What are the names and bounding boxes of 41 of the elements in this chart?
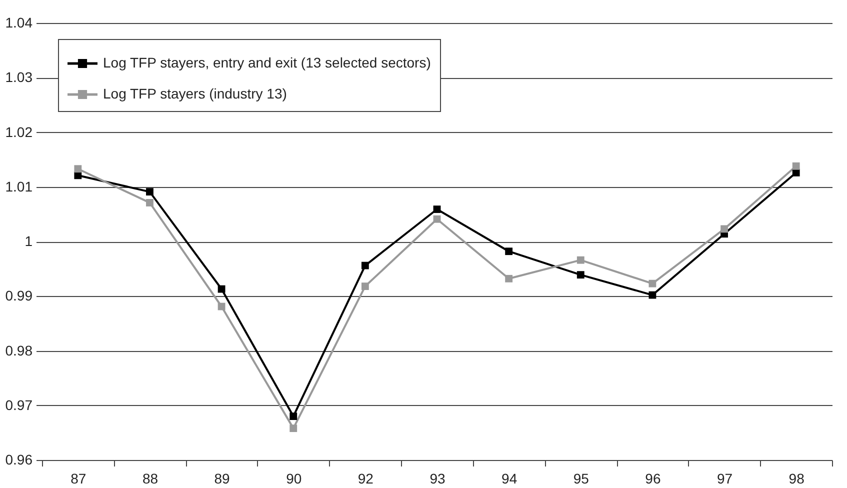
x-tick-label: 96 bbox=[645, 470, 661, 486]
x-tick-label: 94 bbox=[502, 470, 518, 486]
x-tick-label: 89 bbox=[214, 470, 230, 486]
point bbox=[146, 199, 154, 206]
y-tick-label: 0.99 bbox=[5, 288, 33, 304]
y-tick-label: 1.01 bbox=[5, 178, 33, 194]
x-tick-label: 95 bbox=[573, 470, 590, 486]
point bbox=[648, 291, 656, 299]
point bbox=[146, 188, 154, 196]
point bbox=[361, 282, 369, 290]
point bbox=[290, 424, 298, 432]
point bbox=[648, 280, 656, 288]
y-tick-label: 0.98 bbox=[5, 342, 33, 358]
x-tick-label: 87 bbox=[70, 470, 86, 486]
point bbox=[74, 165, 82, 173]
y-tick-label: 1.04 bbox=[5, 14, 33, 30]
x-tick-label: 97 bbox=[716, 470, 733, 486]
legend-label: Log TFP stayers, entry and exit (13 selected sectors) bbox=[103, 54, 431, 70]
point bbox=[433, 215, 441, 223]
point bbox=[218, 302, 226, 310]
legend-label: Log TFP stayers (industry 13) bbox=[103, 86, 287, 102]
x-tick-label: 88 bbox=[142, 470, 158, 486]
point bbox=[792, 162, 800, 170]
y-tick-label: 1 bbox=[24, 233, 33, 249]
x-tick-label: 92 bbox=[358, 470, 374, 486]
y-tick-label: 0.97 bbox=[5, 396, 33, 413]
point bbox=[720, 225, 728, 233]
y-tick-label: 1.03 bbox=[5, 69, 33, 86]
point bbox=[505, 274, 513, 282]
point bbox=[505, 248, 513, 256]
point bbox=[361, 262, 369, 270]
y-tick-label: 1.02 bbox=[5, 124, 33, 140]
x-tick-label: 93 bbox=[430, 470, 446, 486]
x-tick-label: 98 bbox=[788, 470, 805, 486]
point bbox=[290, 412, 298, 420]
x-tick-label: 90 bbox=[286, 470, 302, 486]
y-tick-label: 0.96 bbox=[5, 452, 33, 468]
point bbox=[218, 285, 226, 293]
point bbox=[576, 256, 584, 264]
point bbox=[576, 271, 584, 279]
point bbox=[433, 206, 441, 213]
